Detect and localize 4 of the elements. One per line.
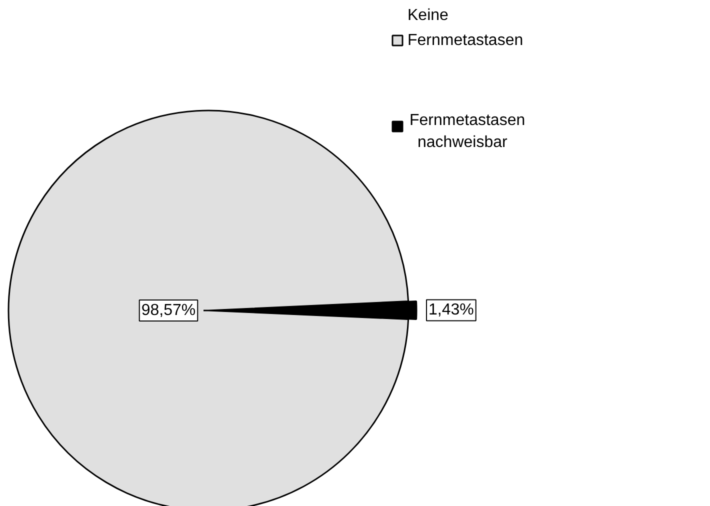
data-label: 98,57% (141, 302, 196, 319)
slice-label: Keine Fernmetastasen (408, 7, 524, 49)
data-label: 1,43% (428, 302, 474, 319)
legend-label: Fernmetastasen nachweisbar (410, 112, 526, 151)
